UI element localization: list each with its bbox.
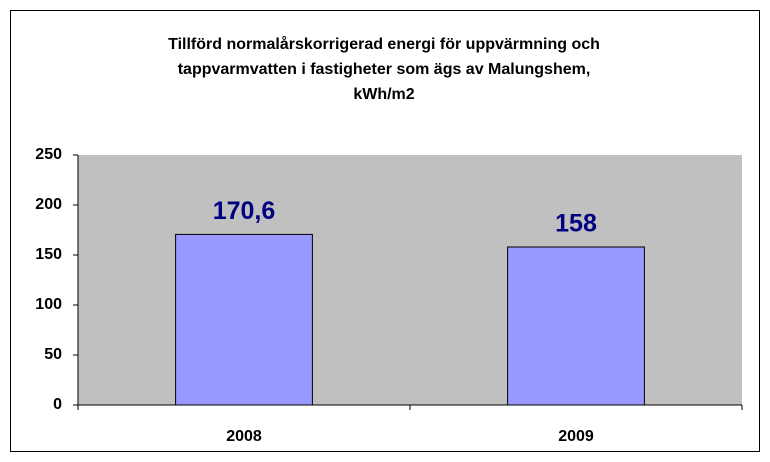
data-label: 158 <box>555 210 597 238</box>
y-tick-label: 50 <box>44 346 62 363</box>
x-tick-label: 2009 <box>558 428 594 445</box>
y-tick-label: 150 <box>35 246 62 263</box>
x-tick-label: 2008 <box>226 428 262 445</box>
y-tick-label: 100 <box>35 296 62 313</box>
bar <box>507 246 645 406</box>
y-tick-label: 250 <box>35 146 62 163</box>
data-label: 170,6 <box>213 197 276 225</box>
y-tick-label: 0 <box>53 396 62 413</box>
y-tick-label: 200 <box>35 196 62 213</box>
bar <box>175 233 313 406</box>
chart-title: Tillförd normalårskorrigerad energi för … <box>168 35 600 103</box>
